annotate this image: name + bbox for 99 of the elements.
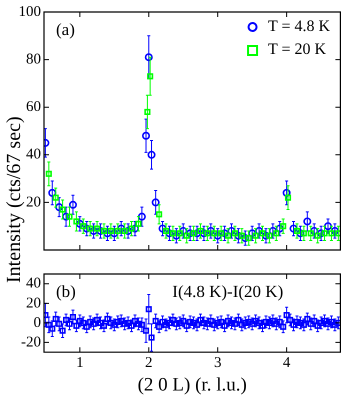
point bbox=[60, 206, 66, 213]
point bbox=[259, 230, 266, 236]
point bbox=[317, 229, 326, 238]
point bbox=[268, 226, 277, 235]
point bbox=[76, 220, 84, 228]
point bbox=[135, 220, 142, 227]
point bbox=[156, 211, 162, 218]
point bbox=[314, 232, 321, 239]
point bbox=[94, 226, 100, 232]
point bbox=[144, 53, 153, 62]
point bbox=[294, 228, 300, 234]
point bbox=[200, 229, 208, 238]
point bbox=[144, 108, 150, 116]
point bbox=[303, 217, 312, 226]
point bbox=[220, 229, 229, 238]
point bbox=[172, 232, 180, 240]
point bbox=[252, 232, 259, 239]
point bbox=[248, 229, 256, 238]
x-axis-title: (2 0 L) (r. l.u.) bbox=[138, 374, 247, 396]
point bbox=[46, 170, 52, 177]
point bbox=[73, 218, 80, 225]
y-tick-label: 80 bbox=[26, 52, 41, 68]
point bbox=[276, 224, 284, 233]
point bbox=[142, 132, 150, 140]
point bbox=[308, 230, 314, 236]
point bbox=[103, 229, 112, 238]
point bbox=[66, 214, 73, 220]
point bbox=[100, 228, 108, 234]
y-tick-label: 20 bbox=[26, 295, 41, 312]
point bbox=[190, 230, 197, 236]
y-tick-label: 60 bbox=[26, 99, 41, 116]
point bbox=[238, 232, 245, 239]
annotation: (a) bbox=[56, 20, 75, 39]
point bbox=[62, 212, 70, 221]
point bbox=[284, 194, 292, 201]
point bbox=[114, 228, 121, 234]
point bbox=[176, 230, 183, 236]
y-tick-label: 100 bbox=[18, 4, 41, 20]
point bbox=[224, 232, 232, 239]
point bbox=[117, 224, 126, 233]
y-tick-label: 20 bbox=[26, 194, 41, 210]
x-tick-label: 1 bbox=[76, 355, 84, 372]
point bbox=[152, 198, 160, 206]
point bbox=[218, 230, 224, 236]
x-tick-label: 4 bbox=[282, 355, 291, 372]
point bbox=[300, 230, 307, 236]
point bbox=[48, 188, 56, 197]
annotation: (b) bbox=[56, 282, 76, 301]
point bbox=[335, 230, 340, 236]
point bbox=[234, 232, 242, 240]
point bbox=[330, 226, 339, 235]
point bbox=[170, 230, 176, 236]
point bbox=[214, 232, 222, 240]
point bbox=[147, 73, 154, 80]
point bbox=[211, 230, 218, 236]
point bbox=[197, 228, 204, 234]
point bbox=[148, 150, 156, 159]
point bbox=[273, 230, 280, 236]
point bbox=[87, 226, 94, 232]
y-tick-label: 40 bbox=[26, 146, 41, 163]
point bbox=[204, 230, 210, 236]
x-tick-label: 3 bbox=[214, 355, 222, 372]
point bbox=[184, 232, 190, 239]
annotation: I(4.8 K)-I(20 K) bbox=[172, 282, 284, 301]
point bbox=[90, 226, 98, 235]
y-tick-label: 40 bbox=[26, 276, 41, 292]
point bbox=[324, 222, 332, 230]
point bbox=[179, 226, 188, 235]
point bbox=[321, 230, 328, 236]
point bbox=[138, 212, 146, 221]
point bbox=[82, 224, 91, 233]
point bbox=[128, 226, 135, 232]
point bbox=[290, 224, 298, 233]
point bbox=[296, 229, 304, 238]
y-tick-label: 0 bbox=[34, 314, 41, 331]
point bbox=[52, 194, 59, 201]
point bbox=[328, 230, 334, 236]
point bbox=[68, 200, 77, 209]
point bbox=[186, 229, 194, 238]
point bbox=[280, 223, 286, 230]
x-tick-label: 2 bbox=[145, 355, 153, 372]
point bbox=[122, 228, 128, 234]
point bbox=[80, 223, 86, 230]
point bbox=[246, 235, 252, 242]
point bbox=[227, 226, 236, 235]
point bbox=[206, 226, 215, 235]
point bbox=[110, 229, 118, 238]
point bbox=[232, 230, 238, 236]
point bbox=[282, 188, 291, 197]
point bbox=[266, 232, 272, 239]
legend-label: T = 20 K bbox=[268, 41, 327, 58]
legend-label: T = 4.8 K bbox=[268, 18, 331, 36]
point bbox=[310, 226, 318, 235]
y-tick-label: -20 bbox=[21, 334, 41, 350]
point bbox=[162, 228, 170, 234]
point bbox=[241, 234, 250, 242]
y-axis-title: Intensity (cts/67 sec) bbox=[3, 116, 25, 283]
point bbox=[55, 203, 64, 212]
point bbox=[108, 228, 114, 234]
